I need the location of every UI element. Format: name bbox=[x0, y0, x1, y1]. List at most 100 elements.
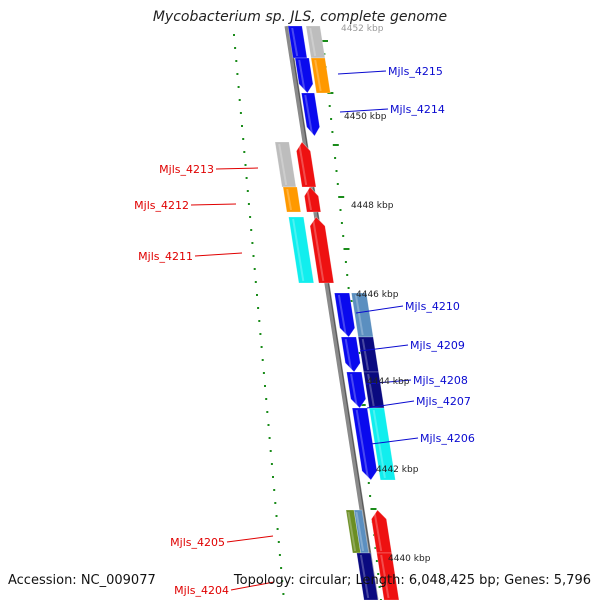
gene-block bbox=[351, 407, 378, 481]
genome-backbone bbox=[284, 25, 379, 600]
guide-dot bbox=[247, 203, 250, 205]
guide-dot bbox=[241, 125, 243, 127]
gene-block-shade bbox=[312, 218, 325, 282]
guide-dot bbox=[277, 541, 280, 543]
gene-label[interactable]: Mjls_4212 bbox=[134, 199, 189, 212]
gene-block-shade bbox=[361, 338, 370, 371]
guide-dot bbox=[261, 359, 264, 361]
scale-tick bbox=[342, 235, 345, 237]
leader-line bbox=[370, 437, 419, 445]
gene-block bbox=[356, 552, 379, 600]
gene-block-shade bbox=[309, 27, 317, 57]
guide-dot bbox=[275, 515, 278, 517]
scale-tick bbox=[367, 482, 370, 484]
guide-dot bbox=[250, 229, 253, 231]
gene-label[interactable]: Mjls_4206 bbox=[420, 432, 475, 445]
guide-dot bbox=[239, 112, 242, 114]
guide-dot bbox=[259, 333, 262, 335]
gene-label[interactable]: Mjls_4213 bbox=[159, 163, 214, 176]
guide-dot bbox=[280, 567, 283, 569]
scale-tick bbox=[322, 40, 328, 42]
gene-label[interactable]: Mjls_4209 bbox=[410, 339, 465, 352]
gene-block-shade bbox=[304, 94, 313, 135]
leader-line bbox=[355, 305, 404, 314]
scale-tick bbox=[332, 144, 339, 146]
scale-label: 4452 kbp bbox=[341, 24, 384, 34]
gene-block bbox=[334, 292, 356, 338]
scale-label: 4450 kbp bbox=[344, 112, 387, 122]
guide-dot bbox=[233, 34, 235, 36]
gene-label[interactable]: Mjls_4214 bbox=[390, 103, 445, 116]
guide-dot bbox=[282, 593, 285, 595]
gene-label[interactable]: Mjls_4205 bbox=[170, 536, 225, 549]
gene-leader-lines bbox=[190, 70, 419, 591]
scale-label: 4442 kbp bbox=[376, 465, 419, 475]
scale-tick bbox=[347, 287, 350, 289]
leader-line bbox=[215, 167, 259, 170]
scale-tick bbox=[340, 222, 343, 224]
guide-dot bbox=[236, 73, 239, 75]
gene-label[interactable]: Mjls_4210 bbox=[405, 300, 460, 313]
gene-label[interactable]: Mjls_4207 bbox=[416, 395, 471, 408]
gene-block bbox=[310, 57, 331, 94]
guide-dot bbox=[278, 554, 281, 556]
scale-tick bbox=[339, 209, 342, 211]
guide-dot bbox=[243, 151, 246, 153]
gene-block-shade bbox=[291, 27, 299, 57]
scale-tick bbox=[370, 508, 377, 510]
scale-tick bbox=[348, 300, 355, 302]
guide-dot bbox=[257, 307, 260, 309]
guide-dot bbox=[281, 580, 284, 582]
guide-dot bbox=[237, 86, 240, 88]
accession-text: Accession: NC_009077 bbox=[8, 573, 156, 588]
gene-block bbox=[376, 552, 400, 600]
scale-tick bbox=[334, 157, 337, 159]
gene-block-shade bbox=[373, 511, 383, 552]
gene-block-shade bbox=[350, 373, 358, 407]
gene-label[interactable]: Mjls_4204 bbox=[174, 584, 229, 597]
guide-dot bbox=[253, 268, 256, 270]
gene-block bbox=[301, 92, 321, 137]
gene-label[interactable]: Mjls_4208 bbox=[413, 374, 468, 387]
scale-tick bbox=[344, 261, 347, 263]
gene-block-shade bbox=[337, 294, 347, 336]
gene-block bbox=[282, 186, 302, 213]
scale-tick bbox=[359, 404, 366, 406]
guide-dot bbox=[264, 385, 266, 387]
guide-dot bbox=[274, 502, 277, 504]
guide-dot bbox=[260, 346, 263, 348]
guide-dot bbox=[273, 489, 276, 491]
scale-tick bbox=[330, 118, 333, 120]
gene-block-shade bbox=[367, 373, 375, 407]
leader-line bbox=[337, 70, 387, 75]
gene-features bbox=[274, 25, 400, 600]
scale-tick bbox=[335, 170, 338, 172]
gene-block-shade bbox=[292, 218, 305, 282]
scale-tick bbox=[377, 573, 380, 575]
scale-label: 4444 kbp bbox=[367, 377, 410, 387]
guide-dot bbox=[262, 372, 265, 374]
guide-dot bbox=[249, 216, 252, 218]
gene-block-shade bbox=[298, 59, 306, 92]
scale-tick bbox=[336, 183, 339, 185]
gene-block-shade bbox=[344, 338, 353, 371]
gene-block-shade bbox=[359, 554, 370, 599]
scale-tick bbox=[328, 105, 331, 107]
gene-block-shade bbox=[314, 59, 322, 92]
scale-tick bbox=[338, 196, 345, 198]
guide-dot bbox=[245, 177, 248, 179]
map-title: Mycobacterium sp. JLS, complete genome bbox=[152, 9, 448, 25]
gene-block-shade bbox=[306, 188, 312, 211]
guide-dot bbox=[268, 437, 271, 439]
guide-dot bbox=[266, 411, 269, 413]
scale-label: 4446 kbp bbox=[356, 290, 399, 300]
gene-label[interactable]: Mjls_4215 bbox=[388, 65, 443, 78]
leader-line bbox=[359, 344, 409, 352]
gene-label[interactable]: Mjls_4211 bbox=[138, 250, 193, 263]
leader-line bbox=[339, 108, 389, 113]
gene-block-shade bbox=[286, 188, 292, 211]
gene-block-shade bbox=[298, 143, 308, 186]
scale-tick bbox=[331, 131, 334, 133]
leader-line bbox=[366, 400, 415, 409]
guide-dot bbox=[267, 424, 270, 426]
